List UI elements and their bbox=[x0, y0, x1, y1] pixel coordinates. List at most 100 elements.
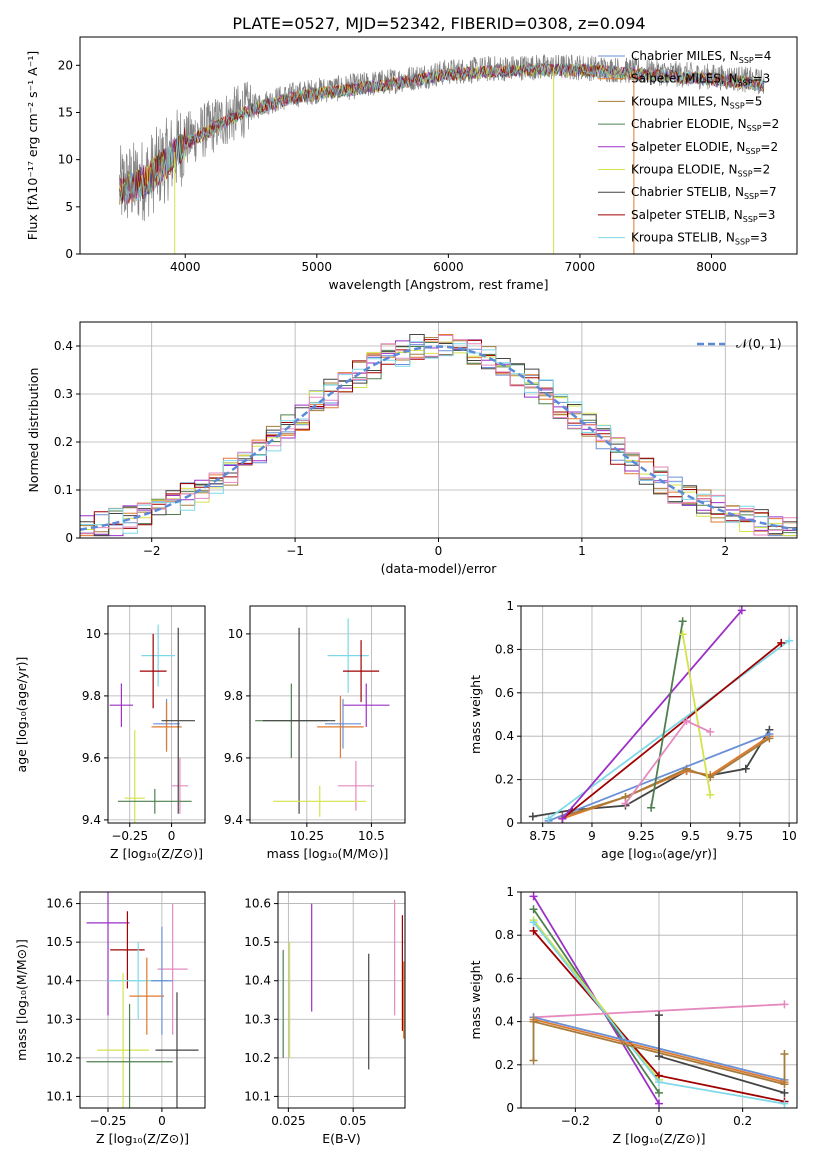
legend-entry: Salpeter ELODIE, NSSP=2 bbox=[631, 140, 778, 156]
y-tick-label: 10.3 bbox=[244, 1012, 271, 1026]
y-axis-label: Flux [fλ10⁻¹⁷ erg cm⁻² s⁻¹ A⁻¹] bbox=[25, 51, 40, 240]
legend-entry: Chabrier STELIB, NSSP=7 bbox=[631, 185, 777, 201]
x-tick-label: 9.75 bbox=[726, 829, 753, 843]
y-tick-label: 10 bbox=[86, 627, 101, 641]
plot-area bbox=[529, 892, 789, 1108]
axes-border bbox=[520, 605, 798, 824]
y-tick-label: 10.4 bbox=[244, 974, 271, 988]
series-marker bbox=[655, 1088, 663, 1097]
series-marker bbox=[678, 630, 687, 639]
x-tick-label: 9 bbox=[588, 829, 596, 843]
y-tick-label: 5 bbox=[65, 200, 73, 214]
axes-border bbox=[107, 605, 206, 824]
x-tick-label: 0 bbox=[158, 1114, 166, 1128]
y-tick-label: 0 bbox=[506, 816, 514, 830]
panel-4: 10.25 10.5 9.4 9.6 9.8 10 mass [log₁₀(M/M⊙)] bbox=[224, 605, 406, 861]
y-tick-label: 9.4 bbox=[82, 813, 101, 827]
panel-6: −0.25 0 10.1 10.2 10.3 10.4 10.5 10.6 Z [log₁₀(Z… bbox=[14, 891, 206, 1146]
x-axis-label: E(B-V) bbox=[322, 1131, 361, 1146]
series-line bbox=[650, 621, 684, 808]
x-tick-label: 0.025 bbox=[271, 1114, 305, 1128]
x-tick-label: −0.2 bbox=[561, 1114, 590, 1128]
y-axis-label: age [log₁₀(age/yr)] bbox=[14, 657, 29, 773]
x-tick-label: 10 bbox=[781, 829, 796, 843]
series-marker bbox=[737, 606, 746, 615]
series-line bbox=[681, 634, 712, 795]
series-marker bbox=[777, 638, 786, 647]
y-tick-label: 10.2 bbox=[46, 1051, 73, 1065]
x-tick-label: −0.25 bbox=[90, 1114, 127, 1128]
y-tick-label: 20 bbox=[58, 58, 73, 72]
series-marker bbox=[647, 803, 656, 812]
series-marker bbox=[544, 814, 553, 823]
plot-area bbox=[80, 334, 797, 538]
x-axis-label: Z [log₁₀(Z/Z⊙)] bbox=[110, 846, 203, 861]
series-line bbox=[561, 609, 743, 820]
axes-border bbox=[79, 36, 798, 255]
y-tick-label: 10.6 bbox=[46, 897, 73, 911]
axes-frame: 10.25 10.5 9.4 9.6 9.8 10 mass [log₁₀(M/M⊙)] bbox=[224, 605, 406, 861]
legend-entry: Kroupa STELIB, NSSP=3 bbox=[631, 231, 768, 247]
series-marker bbox=[655, 1099, 663, 1108]
y-tick-label: 0.2 bbox=[495, 773, 514, 787]
x-tick-label: 0 bbox=[435, 544, 443, 558]
legend-entry: Kroupa MILES, NSSP=5 bbox=[631, 94, 762, 110]
y-tick-label: 10 bbox=[58, 153, 73, 167]
series-marker bbox=[682, 717, 691, 726]
x-tick-label: 1 bbox=[578, 544, 586, 558]
plot-area bbox=[282, 899, 405, 1070]
series-marker bbox=[529, 892, 538, 901]
y-tick-label: 10.1 bbox=[244, 1089, 271, 1103]
y-tick-label: 0.3 bbox=[54, 387, 73, 401]
legend-entry: 𝒩(0, 1) bbox=[736, 336, 782, 351]
x-tick-label: 5000 bbox=[302, 260, 333, 274]
x-tick-label: 9.5 bbox=[681, 829, 700, 843]
series-marker bbox=[780, 1088, 789, 1097]
series-marker bbox=[558, 814, 567, 823]
legend: 𝒩(0, 1) bbox=[697, 336, 782, 351]
x-tick-label: 0 bbox=[655, 1114, 663, 1128]
x-tick-label: −0.25 bbox=[111, 829, 148, 843]
legend-entry: Salpeter STELIB, NSSP=3 bbox=[631, 208, 775, 224]
y-tick-label: 0 bbox=[65, 531, 73, 545]
y-axis-label: Normed distribution bbox=[26, 368, 41, 493]
x-tick-label: 10.25 bbox=[290, 829, 324, 843]
axes-border bbox=[79, 891, 206, 1109]
y-tick-label: 9.8 bbox=[224, 689, 243, 703]
series-marker bbox=[706, 790, 715, 799]
axes-border bbox=[277, 891, 406, 1109]
axes-frame: 8.75 9 9.25 9.5 9.75 10 0 0.2 0.4 0.6 0.8 1 age [log… bbox=[468, 599, 798, 861]
series-marker bbox=[528, 812, 537, 821]
y-tick-label: 1 bbox=[506, 599, 514, 613]
y-tick-label: 0.2 bbox=[54, 435, 73, 449]
x-tick-label: 0 bbox=[168, 829, 176, 843]
y-tick-label: 0.6 bbox=[495, 686, 514, 700]
y-tick-label: 1 bbox=[506, 885, 514, 899]
x-tick-label: 0.05 bbox=[340, 1114, 367, 1128]
y-tick-label: 0.6 bbox=[495, 971, 514, 985]
series-marker bbox=[706, 727, 715, 736]
y-tick-label: 0.8 bbox=[495, 928, 514, 942]
y-tick-label: 0.8 bbox=[495, 642, 514, 656]
x-axis-label: mass [log₁₀(M/M⊙)] bbox=[267, 846, 389, 861]
legend: Chabrier MILES, NSSP=4 Salpeter MILES, NS… bbox=[598, 49, 779, 247]
x-axis-label: (data-model)/error bbox=[381, 561, 498, 576]
x-tick-label: −1 bbox=[286, 544, 304, 558]
y-axis-label: mass weight bbox=[468, 675, 483, 754]
y-tick-label: 10.4 bbox=[46, 974, 73, 988]
model-spectrum bbox=[119, 62, 764, 204]
x-tick-label: 10.5 bbox=[358, 829, 385, 843]
legend-entry: Salpeter MILES, NSSP=3 bbox=[631, 72, 770, 88]
series-line bbox=[548, 733, 770, 822]
y-axis-label: mass weight bbox=[468, 960, 483, 1039]
series-marker bbox=[780, 1000, 789, 1009]
x-axis-label: age [log₁₀(age/yr)] bbox=[601, 846, 717, 861]
series-marker bbox=[529, 1056, 538, 1065]
x-tick-label: 8.75 bbox=[529, 829, 556, 843]
y-tick-label: 0.4 bbox=[54, 339, 73, 353]
y-tick-label: 0.4 bbox=[495, 1015, 514, 1029]
figure-title: PLATE=0527, MJD=52342, FIBERID=0308, z=0… bbox=[232, 14, 645, 33]
plot-area bbox=[528, 606, 794, 823]
legend-entry: Chabrier MILES, NSSP=4 bbox=[631, 49, 771, 65]
